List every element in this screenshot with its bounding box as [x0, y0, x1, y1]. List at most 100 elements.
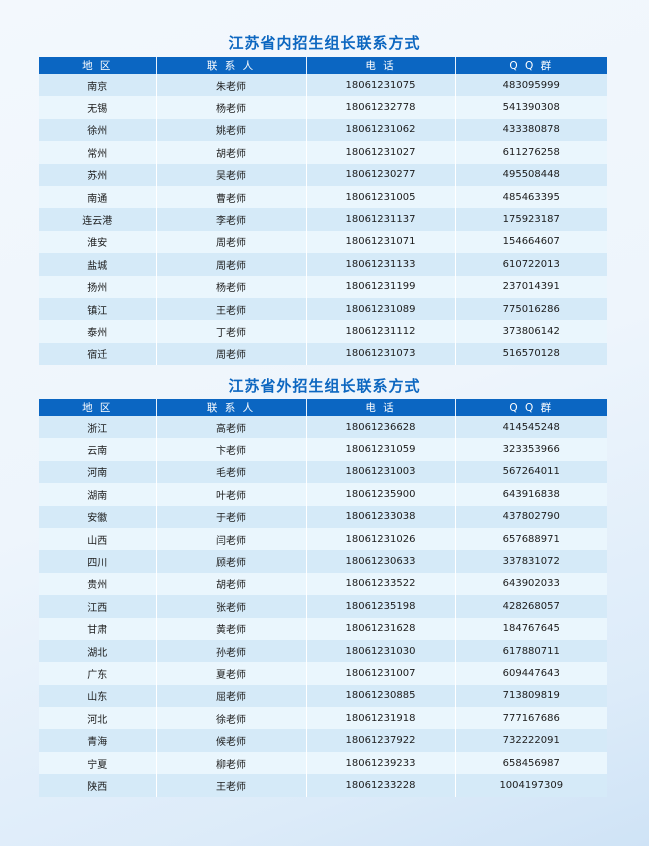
cell-contact: 朱老师 — [155, 74, 306, 97]
cell-region: 甘肃 — [39, 617, 156, 640]
cell-contact: 周老师 — [155, 253, 306, 276]
cell-region: 苏州 — [39, 163, 156, 186]
cell-phone: 18061235900 — [305, 483, 455, 506]
cell-region: 湖南 — [39, 483, 156, 506]
cell-qq-group: 1004197309 — [454, 774, 607, 797]
cell-contact: 李老师 — [155, 208, 306, 231]
cell-region: 扬州 — [39, 275, 156, 298]
header-phone: 电 话 — [305, 399, 455, 416]
cell-region: 淮安 — [39, 230, 156, 254]
cell-region: 江西 — [39, 595, 156, 618]
table-row: 常州 胡老师 18061231027 611276258 — [39, 141, 607, 164]
table-row: 宿迁 周老师 18061231073 516570128 — [39, 342, 607, 366]
cell-qq-group: 658456987 — [454, 751, 607, 775]
cell-phone: 18061232778 — [305, 96, 455, 119]
table-row: 山西 闫老师 18061231026 657688971 — [39, 527, 607, 551]
cell-phone: 18061231628 — [305, 617, 455, 640]
cell-phone: 18061230885 — [305, 684, 455, 708]
table-row: 徐州 姚老师 18061231062 433380878 — [39, 118, 607, 142]
cell-contact: 柳老师 — [155, 751, 306, 775]
table-row: 苏州 吴老师 18061230277 495508448 — [39, 163, 607, 186]
cell-region: 徐州 — [39, 118, 156, 142]
cell-contact: 周老师 — [155, 342, 306, 366]
cell-phone: 18061231137 — [305, 208, 455, 231]
cell-qq-group: 483095999 — [454, 74, 607, 97]
cell-region: 湖北 — [39, 639, 156, 663]
cell-contact: 叶老师 — [155, 483, 306, 506]
table-row: 淮安 周老师 18061231071 154664607 — [39, 230, 607, 254]
cell-qq-group: 609447643 — [454, 662, 607, 685]
cell-contact: 高老师 — [155, 416, 306, 439]
table-row: 湖南 叶老师 18061235900 643916838 — [39, 483, 607, 506]
cell-contact: 王老师 — [155, 297, 306, 321]
cell-region: 广东 — [39, 662, 156, 685]
cell-contact: 杨老师 — [155, 96, 306, 119]
cell-contact: 张老师 — [155, 595, 306, 618]
cell-qq-group: 732222091 — [454, 729, 607, 752]
cell-phone: 18061231003 — [305, 460, 455, 484]
cell-qq-group: 775016286 — [454, 297, 607, 321]
cell-qq-group: 567264011 — [454, 460, 607, 484]
cell-contact: 毛老师 — [155, 460, 306, 484]
table-row: 河北 徐老师 18061231918 777167686 — [39, 707, 607, 730]
table-row: 无锡 杨老师 18061232778 541390308 — [39, 96, 607, 119]
cell-qq-group: 337831072 — [454, 550, 607, 573]
cell-qq-group: 657688971 — [454, 527, 607, 551]
cell-region: 无锡 — [39, 96, 156, 119]
table-row: 泰州 丁老师 18061231112 373806142 — [39, 320, 607, 343]
cell-contact: 姚老师 — [155, 118, 306, 142]
header-phone: 电 话 — [305, 57, 455, 74]
cell-contact: 候老师 — [155, 729, 306, 752]
section-title-out-province: 江苏省外招生组长联系方式 — [228, 377, 421, 395]
cell-qq-group: 541390308 — [454, 96, 607, 119]
cell-phone: 18061231005 — [305, 185, 455, 209]
table-row: 甘肃 黄老师 18061231628 184767645 — [39, 617, 607, 640]
cell-region: 南京 — [39, 74, 156, 97]
cell-qq-group: 414545248 — [454, 416, 607, 439]
cell-region: 常州 — [39, 141, 156, 164]
cell-region: 陕西 — [39, 774, 156, 797]
cell-contact: 黄老师 — [155, 617, 306, 640]
table-row: 南通 曹老师 18061231005 485463395 — [39, 185, 607, 209]
cell-contact: 王老师 — [155, 774, 306, 797]
cell-phone: 18061231918 — [305, 707, 455, 730]
table-row: 青海 候老师 18061237922 732222091 — [39, 729, 607, 752]
cell-region: 河南 — [39, 460, 156, 484]
table-row: 河南 毛老师 18061231003 567264011 — [39, 460, 607, 484]
cell-region: 连云港 — [39, 208, 156, 231]
cell-qq-group: 433380878 — [454, 118, 607, 142]
cell-phone: 18061237922 — [305, 729, 455, 752]
table-row: 南京 朱老师 18061231075 483095999 — [39, 74, 607, 97]
cell-contact: 胡老师 — [155, 141, 306, 164]
cell-region: 盐城 — [39, 253, 156, 276]
cell-region: 镇江 — [39, 297, 156, 321]
cell-contact: 曹老师 — [155, 185, 306, 209]
cell-region: 浙江 — [39, 416, 156, 439]
table-row: 扬州 杨老师 18061231199 237014391 — [39, 275, 607, 298]
header-contact: 联 系 人 — [155, 399, 306, 416]
cell-qq-group: 437802790 — [454, 505, 607, 528]
cell-contact: 徐老师 — [155, 707, 306, 730]
header-contact: 联 系 人 — [155, 57, 306, 74]
table-row: 陕西 王老师 18061233228 1004197309 — [39, 774, 607, 797]
cell-region: 青海 — [39, 729, 156, 752]
cell-qq-group: 610722013 — [454, 253, 607, 276]
cell-contact: 孙老师 — [155, 639, 306, 663]
cell-region: 贵州 — [39, 572, 156, 596]
table-row: 湖北 孙老师 18061231030 617880711 — [39, 639, 607, 663]
cell-region: 四川 — [39, 550, 156, 573]
header-region: 地 区 — [39, 57, 156, 74]
cell-phone: 18061236628 — [305, 416, 455, 439]
cell-qq-group: 643902033 — [454, 572, 607, 596]
cell-region: 河北 — [39, 707, 156, 730]
cell-contact: 胡老师 — [155, 572, 306, 596]
cell-phone: 18061231199 — [305, 275, 455, 298]
cell-qq-group: 184767645 — [454, 617, 607, 640]
cell-contact: 顾老师 — [155, 550, 306, 573]
cell-phone: 18061233522 — [305, 572, 455, 596]
cell-region: 山东 — [39, 684, 156, 708]
cell-qq-group: 373806142 — [454, 320, 607, 343]
table-row: 江西 张老师 18061235198 428268057 — [39, 595, 607, 618]
